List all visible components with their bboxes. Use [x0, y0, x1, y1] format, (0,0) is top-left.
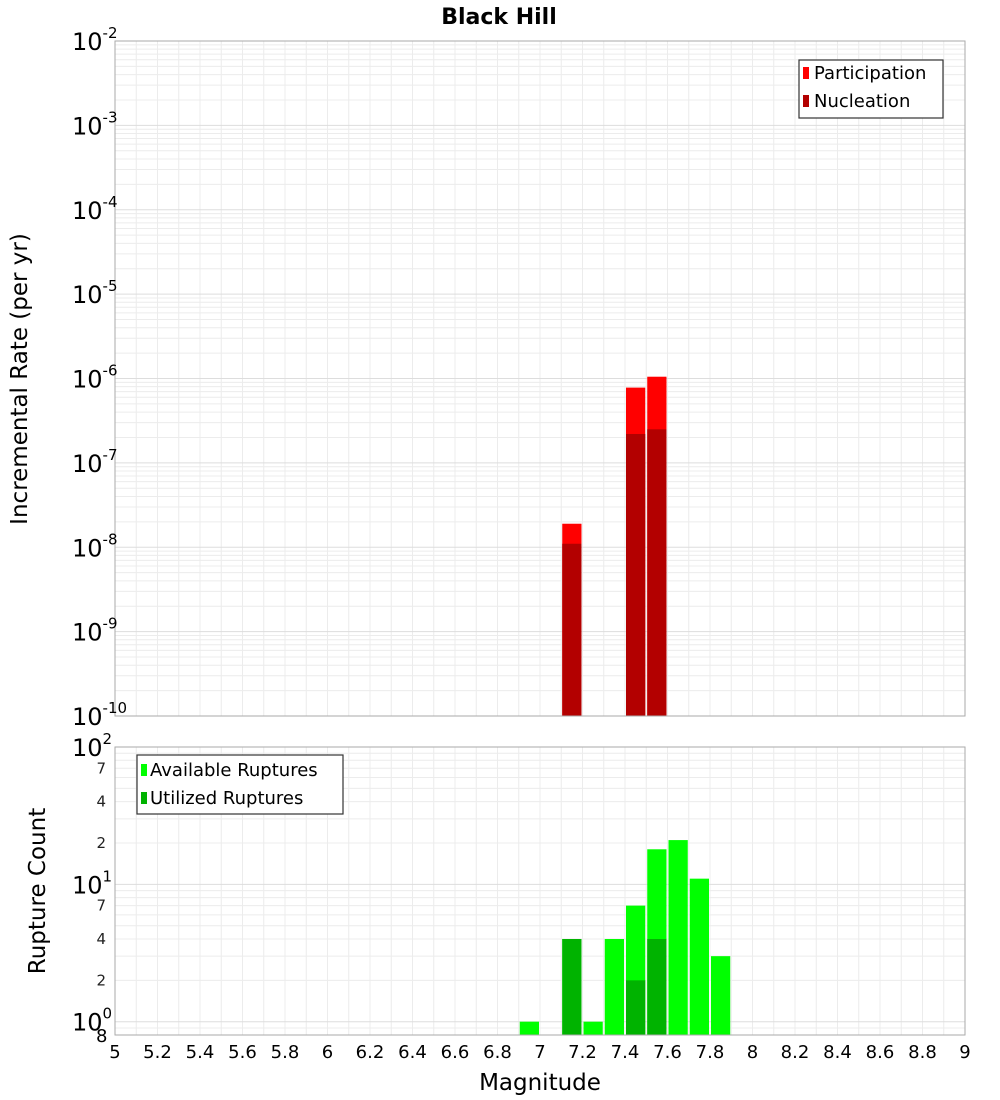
bottom-bar-b — [562, 939, 582, 1035]
legend-label-nucleation: Nucleation — [814, 91, 910, 112]
x-tick-label: 5 — [109, 1042, 120, 1063]
x-tick-label: 9 — [959, 1042, 970, 1063]
top-y-tick-label: 10-8 — [72, 530, 118, 562]
top-y-tick-label: 10-2 — [72, 24, 118, 56]
x-tick-label: 5.6 — [228, 1042, 257, 1063]
top-y-tick-label: 10-3 — [72, 108, 118, 140]
bottom-y-minor-label: 4 — [96, 793, 106, 811]
legend-swatch-participation — [803, 67, 809, 79]
top-y-tick-label: 10-6 — [72, 362, 118, 394]
bottom-y-minor-label: 7 — [96, 759, 106, 777]
x-tick-label: 8.2 — [781, 1042, 810, 1063]
top-plot-grid — [114, 41, 966, 717]
bottom-y-minor-label: 4 — [96, 930, 106, 948]
x-tick-label: 8 — [747, 1042, 758, 1063]
top-y-tick-label: 10-5 — [72, 277, 118, 309]
top-y-tick-label: 10-9 — [72, 615, 118, 647]
x-tick-label: 5.2 — [143, 1042, 172, 1063]
bottom-bar-a — [583, 1021, 603, 1035]
legend-swatch-nucleation — [803, 95, 809, 107]
bottom-bar-a — [604, 939, 624, 1035]
x-tick-label: 7.6 — [653, 1042, 682, 1063]
bottom-y-minor-label: 7 — [96, 897, 106, 915]
x-tick-label: 8.6 — [866, 1042, 895, 1063]
top-bar-b — [647, 429, 667, 716]
bottom-y-tick-labels: 100 101 102 8 2 4 7 2 4 7 — [72, 730, 112, 1047]
bottom-bar-a — [689, 878, 709, 1035]
legend-swatch-utilized — [141, 792, 147, 804]
x-tick-label: 6.6 — [441, 1042, 470, 1063]
bottom-y-minor-label: 8 — [96, 1026, 107, 1047]
x-tick-label: 7.2 — [568, 1042, 597, 1063]
top-plot-bars — [562, 376, 667, 716]
bottom-plot-frame — [114, 746, 966, 1036]
legend-label-participation: Participation — [814, 63, 926, 84]
x-tick-label: 5.4 — [186, 1042, 215, 1063]
top-y-tick-labels: 10-10 10-9 10-8 10-7 10-6 10-5 10-4 10-3 10-2 — [72, 24, 127, 731]
bottom-legend: Available Ruptures Utilized Ruptures — [136, 754, 344, 815]
legend-swatch-available — [141, 764, 147, 776]
bottom-bar-a — [711, 956, 731, 1035]
top-plot-frame — [114, 40, 966, 717]
plot-frames — [114, 40, 966, 1036]
bottom-y-minor-label: 2 — [96, 971, 106, 989]
top-legend-box — [798, 59, 944, 119]
bottom-bar-b — [626, 980, 646, 1035]
top-y-tick-label: 10-7 — [72, 446, 118, 478]
bottom-bar-a — [519, 1021, 539, 1035]
bottom-y-minor-label: 2 — [96, 834, 106, 852]
bottom-y-axis-title: Rupture Count — [25, 808, 51, 974]
x-tick-label: 5.8 — [271, 1042, 300, 1063]
top-bar-b — [626, 433, 646, 716]
x-tick-label: 6.4 — [398, 1042, 427, 1063]
top-legend: Participation Nucleation — [798, 59, 944, 119]
bottom-legend-box — [136, 754, 344, 815]
x-tick-label: 7.8 — [696, 1042, 725, 1063]
bottom-bar-b — [647, 939, 667, 1035]
x-axis-title: Magnitude — [479, 1070, 601, 1096]
x-tick-labels: 5 5.2 5.4 5.6 5.8 6 6.2 6.4 6.6 6.8 7 7.2 7.4 7.6 7.8 8… — [109, 1042, 970, 1063]
legend-label-available: Available Ruptures — [150, 760, 318, 781]
top-y-tick-label: 10-10 — [72, 699, 127, 731]
chart-title: Black Hill — [441, 5, 557, 30]
bottom-y-tick-label: 102 — [72, 730, 112, 762]
x-tick-label: 8.8 — [908, 1042, 937, 1063]
top-y-axis-title: Incremental Rate (per yr) — [7, 233, 33, 525]
bottom-y-tick-label: 100 — [72, 1005, 112, 1037]
x-tick-label: 6.2 — [356, 1042, 385, 1063]
legend-label-utilized: Utilized Ruptures — [150, 788, 303, 809]
x-tick-label: 6.8 — [483, 1042, 512, 1063]
x-tick-label: 6 — [322, 1042, 333, 1063]
bottom-y-tick-label: 101 — [72, 867, 112, 899]
top-y-tick-label: 10-4 — [72, 193, 118, 225]
top-bar-b — [562, 543, 582, 716]
bottom-plot-bars — [519, 840, 731, 1035]
x-tick-label: 7.4 — [611, 1042, 640, 1063]
x-tick-label: 7 — [534, 1042, 545, 1063]
x-tick-label: 8.4 — [823, 1042, 852, 1063]
bottom-bar-a — [668, 840, 688, 1035]
